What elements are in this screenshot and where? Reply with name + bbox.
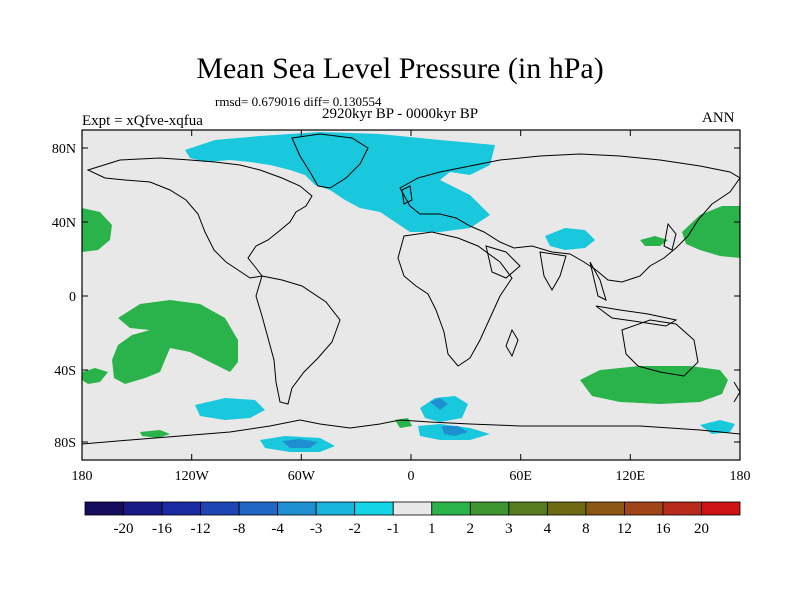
colorbar-swatch — [161, 501, 201, 516]
colorbar-label: -20 — [114, 521, 134, 537]
colorbar-label: 1 — [428, 521, 436, 537]
colorbar-label: 16 — [655, 521, 671, 537]
colorbar-swatch — [277, 501, 317, 516]
season-label: ANN — [702, 110, 735, 126]
colorbar-swatch — [431, 501, 471, 516]
colorbar-swatch — [84, 501, 124, 516]
colorbar-label: -8 — [233, 521, 246, 537]
colorbar-swatch — [701, 501, 741, 516]
experiment-label: Expt = xQfve-xqfua — [82, 113, 203, 129]
colorbar-label: -4 — [271, 521, 284, 537]
colorbar-swatch — [392, 501, 433, 516]
coastlines — [82, 133, 740, 445]
lon-label-0: 0 — [408, 469, 415, 484]
lon-label-60e: 60E — [509, 469, 532, 484]
stats-label: rmsd= 0.679016 diff= 0.130554 — [215, 94, 382, 109]
lat-label-40n: 40N — [52, 216, 76, 231]
latitude-axis — [82, 147, 740, 443]
strong-negative-regions — [282, 398, 468, 448]
longitude-axis — [191, 130, 631, 460]
colorbar-label: -3 — [310, 521, 323, 537]
lon-label-180-left: 180 — [72, 469, 93, 484]
colorbar-label: -2 — [348, 521, 361, 537]
lon-label-180-right: 180 — [730, 469, 751, 484]
lon-label-120w: 120W — [175, 469, 210, 484]
lon-label-60w: 60W — [288, 469, 316, 484]
lat-label-80n: 80N — [52, 142, 76, 157]
lon-label-120e: 120E — [616, 469, 646, 484]
colorbar-swatch — [585, 501, 625, 516]
colorbar-label: -1 — [387, 521, 400, 537]
colorbar-swatch — [508, 501, 548, 516]
colorbar-swatch — [469, 501, 510, 516]
colorbar-label: 8 — [582, 521, 590, 537]
colorbar-label: 2 — [467, 521, 475, 537]
colorbar-swatch — [200, 501, 240, 516]
colorbar-label: 4 — [544, 521, 552, 537]
colorbar: -20 -16 -12 -8 -4 -3 -2 -1 1 2 3 4 8 12 16 20 — [84, 501, 741, 537]
colorbar-swatch — [546, 501, 587, 516]
colorbar-swatch — [624, 501, 664, 516]
colorbar-label: -12 — [191, 521, 211, 537]
period-label: 2920kyr BP - 0000kyr BP — [322, 106, 479, 122]
colorbar-label: -16 — [152, 521, 172, 537]
colorbar-label: 12 — [617, 521, 632, 537]
colorbar-swatch — [354, 501, 394, 516]
colorbar-label: 3 — [505, 521, 513, 537]
map-title: Mean Sea Level Pressure (in hPa) — [196, 52, 604, 85]
colorbar-swatch — [123, 501, 163, 516]
colorbar-swatch — [662, 501, 702, 516]
colorbar-label: 20 — [694, 521, 709, 537]
colorbar-swatch — [315, 501, 356, 516]
lat-label-40s: 40S — [54, 364, 76, 379]
lat-label-80s: 80S — [54, 436, 76, 451]
lat-label-0: 0 — [69, 290, 76, 305]
colorbar-swatch — [238, 501, 279, 516]
